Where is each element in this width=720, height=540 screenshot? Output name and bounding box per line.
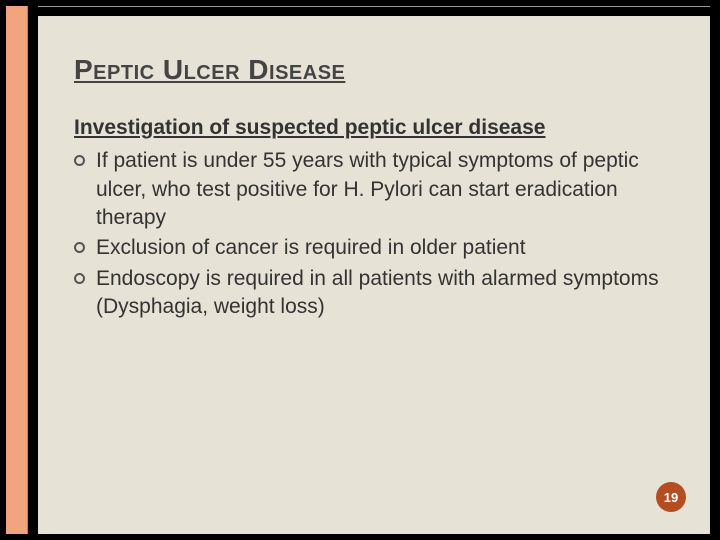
list-item: If patient is under 55 years with typica… bbox=[74, 147, 674, 232]
slide-title: Peptic Ulcer Disease bbox=[74, 54, 674, 86]
bullet-text: Endoscopy is required in all patients wi… bbox=[96, 265, 674, 322]
top-rule bbox=[38, 6, 710, 7]
slide-outer-frame: Peptic Ulcer Disease Investigation of su… bbox=[0, 0, 720, 540]
bullet-text: If patient is under 55 years with typica… bbox=[96, 147, 674, 232]
bullet-text: Exclusion of cancer is required in older… bbox=[96, 234, 674, 262]
bullet-icon bbox=[74, 273, 85, 284]
bullet-list: If patient is under 55 years with typica… bbox=[74, 147, 674, 321]
list-item: Exclusion of cancer is required in older… bbox=[74, 234, 674, 262]
list-item: Endoscopy is required in all patients wi… bbox=[74, 265, 674, 322]
accent-strip bbox=[6, 6, 28, 534]
slide-subtitle: Investigation of suspected peptic ulcer … bbox=[74, 114, 674, 141]
bullet-icon bbox=[74, 242, 85, 253]
content-panel: Peptic Ulcer Disease Investigation of su… bbox=[38, 16, 710, 534]
page-number-badge: 19 bbox=[656, 482, 686, 512]
bullet-icon bbox=[74, 155, 85, 166]
